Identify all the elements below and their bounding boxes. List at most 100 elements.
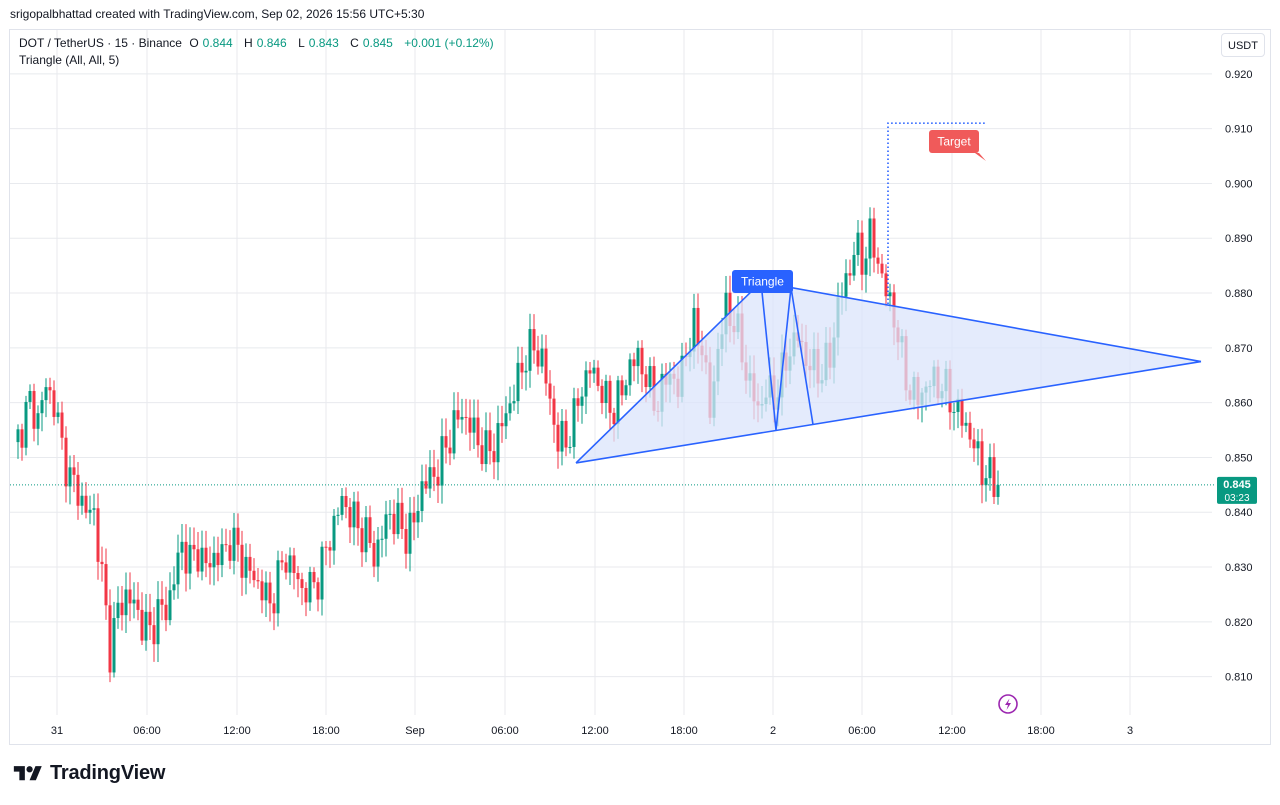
candle-body [312,571,316,583]
price-axis-label: 0.850 [1225,452,1253,464]
change-value: +0.001 (+0.12%) [404,36,494,50]
candle-body [596,367,600,386]
candle-body [500,423,504,427]
candle-body [360,528,364,553]
candle-body [580,396,584,406]
candle-body [376,539,380,567]
time-axis-label: 06:00 [848,725,876,737]
target-label-pointer [975,153,986,161]
candle-body [132,599,136,604]
candle-body [120,602,124,616]
candle-body [68,467,72,487]
last-price-value: 0.845 [1223,479,1251,491]
time-axis-label: 18:00 [670,725,698,737]
candle-body [420,481,424,512]
price-axis-label: 0.830 [1225,562,1253,574]
candle-body [484,430,488,465]
candle-body [72,467,76,475]
symbol-label[interactable]: DOT / TetherUS · 15 · Binance [19,36,182,50]
candle-body [884,273,888,297]
candle-body [532,329,536,351]
candle-body [984,478,988,486]
candle-body [324,546,328,548]
candle-body [160,599,164,605]
candle-body [980,441,984,486]
candle-body [320,546,324,600]
low-label: L [298,36,305,50]
candle-body [92,508,96,510]
candle-body [276,560,280,614]
candle-body [216,552,220,566]
open-label: O [189,36,199,50]
candle-body [292,555,296,573]
chart-legend: DOT / TetherUS · 15 · Binance O 0.844 H 0.… [19,35,498,68]
indicator-label[interactable]: Triangle (All, All, 5) [19,53,120,67]
candle-body [860,232,864,275]
candle-body [392,513,396,535]
candle-body [636,347,640,367]
candle-body [112,618,116,673]
triangle-pattern-fill [576,282,1201,463]
candle-body [876,257,880,264]
target-label: Target [929,130,986,161]
candle-body [356,501,360,529]
price-axis-label: 0.920 [1225,69,1253,81]
candle-body [548,383,552,399]
candle-body [156,599,160,645]
candle-body [952,411,956,413]
candle-body [536,350,540,367]
candle-body [872,218,876,258]
triangle-label-text: Triangle [741,275,784,289]
candle-body [340,496,344,515]
candle-body [632,359,636,367]
candle-body [84,495,88,513]
price-axis-label: 0.820 [1225,617,1253,629]
candle-body [80,495,84,506]
time-axis-label: 18:00 [312,725,340,737]
candle-body [504,413,508,427]
time-axis-label: 06:00 [133,725,161,737]
candle-body [440,436,444,486]
candle-body [32,391,36,429]
candle-body [20,429,24,448]
candle-body [960,398,964,426]
candle-body [24,401,28,448]
open-value: 0.844 [202,36,233,50]
candle-body [608,380,612,413]
candle-body [232,527,236,561]
candle-body [148,611,152,626]
lightning-icon[interactable] [998,694,1018,714]
candle-body [220,544,224,566]
candle-body [304,587,308,603]
candle-body [428,467,432,489]
target-dotted-line [887,122,985,304]
currency-button[interactable]: USDT [1221,33,1265,57]
candle-body [460,416,464,420]
candle-body [856,232,860,255]
candle-body [432,467,436,477]
candle-body [692,307,696,352]
candle-body [508,403,512,414]
tradingview-logo-icon [13,765,42,780]
time-axis-label: 18:00 [1027,725,1055,737]
candle-body [968,422,972,440]
candle-body [384,514,388,539]
price-axis-label: 0.910 [1225,124,1253,136]
candle-body [972,439,976,449]
candle-body [192,544,196,550]
candle-body [252,570,256,581]
last-price-badge-box [1217,476,1257,504]
candle-body [36,413,40,429]
candle-body [964,422,968,426]
candle-body [540,348,544,367]
candle-body [48,387,52,391]
tradingview-logo-text: TradingView [50,762,166,784]
candle-body [492,451,496,463]
candle-body [344,496,348,508]
time-axis-label: 2 [770,725,776,737]
candle-body [388,513,392,515]
candle-body [612,412,616,425]
candle-body [496,423,500,463]
candle-body [236,527,240,545]
